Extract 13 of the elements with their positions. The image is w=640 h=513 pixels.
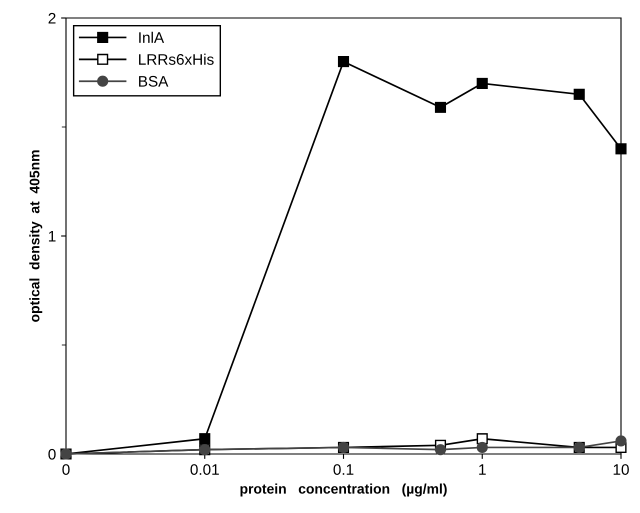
legend-label: LRRs6xHis [139,54,214,65]
x-axis-title: protein concentration (µg/ml) [240,484,447,497]
legend-label: InlA [139,32,164,43]
y-tick-label: 1 [48,231,56,242]
x-tick-label: 0.1 [333,464,354,475]
y-axis-title: optical density at 405nm [29,150,42,322]
y-tick-label: 2 [48,12,56,24]
y-tick-label: 0 [48,448,56,460]
x-tick-label: 10 [614,464,629,475]
legend-label: BSA [139,76,168,87]
x-tick-label: 1 [479,464,486,475]
x-tick-label: 0 [62,464,70,475]
x-tick-label: 0.01 [190,464,219,475]
